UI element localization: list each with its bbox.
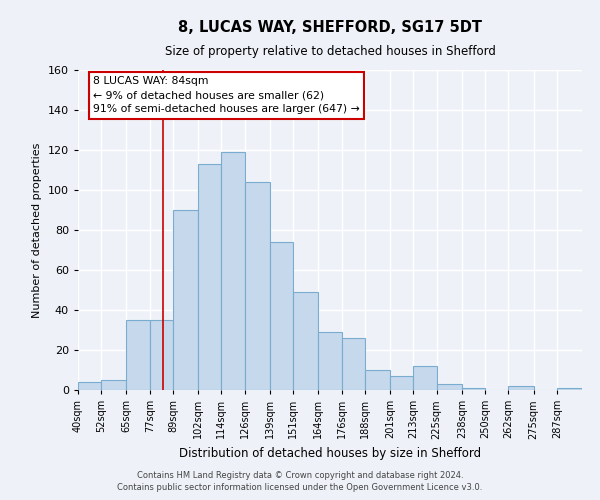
Text: Contains public sector information licensed under the Open Government Licence v3: Contains public sector information licen… [118, 484, 482, 492]
Bar [319, 332, 341, 390]
Bar [198, 164, 221, 390]
Bar [557, 388, 582, 390]
X-axis label: Distribution of detached houses by size in Shefford: Distribution of detached houses by size … [179, 447, 481, 460]
Bar [78, 382, 101, 390]
Bar [221, 152, 245, 390]
Bar [127, 320, 150, 390]
Bar [390, 376, 413, 390]
Bar [173, 210, 198, 390]
Bar [101, 380, 127, 390]
Text: 8 LUCAS WAY: 84sqm
← 9% of detached houses are smaller (62)
91% of semi-detached: 8 LUCAS WAY: 84sqm ← 9% of detached hous… [93, 76, 360, 114]
Bar [245, 182, 270, 390]
Bar [413, 366, 437, 390]
Bar [365, 370, 390, 390]
Bar [150, 320, 173, 390]
Bar [293, 292, 319, 390]
Bar [508, 386, 533, 390]
Text: Size of property relative to detached houses in Shefford: Size of property relative to detached ho… [164, 45, 496, 58]
Bar [462, 388, 485, 390]
Bar [341, 338, 365, 390]
Bar [270, 242, 293, 390]
Bar [437, 384, 462, 390]
Text: 8, LUCAS WAY, SHEFFORD, SG17 5DT: 8, LUCAS WAY, SHEFFORD, SG17 5DT [178, 20, 482, 35]
Text: Contains HM Land Registry data © Crown copyright and database right 2024.: Contains HM Land Registry data © Crown c… [137, 471, 463, 480]
Y-axis label: Number of detached properties: Number of detached properties [32, 142, 42, 318]
